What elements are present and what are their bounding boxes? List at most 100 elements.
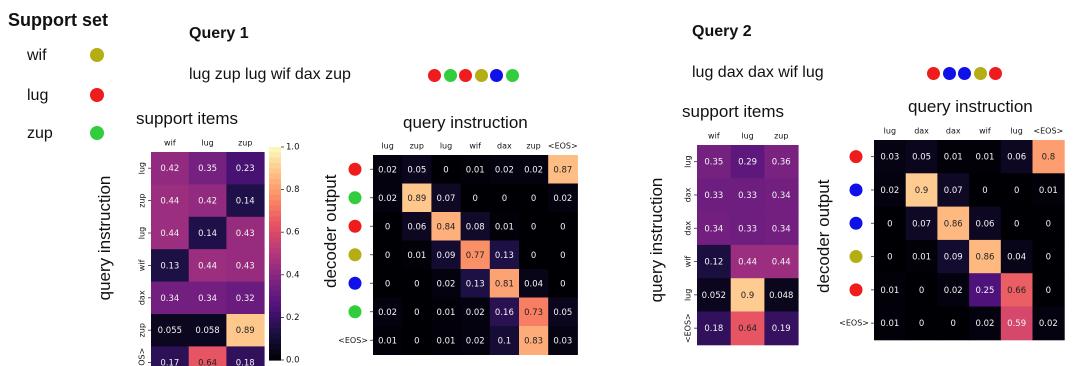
q2s-row-label: lug [684, 155, 693, 167]
q1s-cell [151, 152, 190, 185]
q2s-cell-label: 0.44 [738, 258, 757, 268]
q1q-cell-label: 0.1 [498, 336, 512, 346]
q1q-cell [373, 326, 403, 355]
colorbar-segment [269, 328, 281, 334]
q1q-cell [373, 183, 403, 213]
q1q-cell-label: 0 [443, 165, 448, 175]
q2q-cell [969, 206, 1002, 241]
q2q-cell-label: 0.86 [975, 253, 994, 263]
colorbar-segment [269, 333, 281, 340]
colorbar-segment [269, 194, 281, 201]
q1-query-map-title: query instruction [403, 113, 528, 132]
q1s-cell [188, 314, 227, 347]
q2s-cell [764, 278, 799, 312]
q2q-cell [905, 306, 938, 341]
q2-support-map-title: support items [682, 102, 785, 121]
colorbar-segment [269, 338, 281, 345]
q1q-cell [519, 297, 549, 327]
colorbar-segment [269, 322, 281, 329]
q1s-cell-label: 0.42 [160, 164, 179, 174]
q1s-cell-label: 0.42 [198, 197, 217, 207]
q1q-cell-label: 0.03 [553, 336, 572, 346]
q1q-col-label: <EOS> [548, 142, 578, 151]
q1q-row-dot [348, 248, 362, 262]
q2q-cell [937, 206, 970, 241]
colorbar-segment [269, 349, 281, 356]
q2q-cell [1000, 173, 1033, 208]
q2q-cell [937, 140, 970, 174]
colorbar-segment [269, 354, 281, 361]
q1s-cell [226, 249, 265, 283]
q2s-cell-label: 0.34 [772, 191, 791, 201]
q2s-cell [764, 211, 799, 246]
q1q-cell [373, 155, 403, 184]
query1-title: Query 1 [189, 25, 249, 42]
colorbar-segment [269, 147, 281, 153]
q1s-cell-label: 0.43 [236, 229, 255, 239]
q2q-cell-label: 0.01 [975, 153, 994, 163]
q2s-col-label: wif [708, 132, 720, 141]
q1q-cell-label: 0.02 [378, 308, 397, 318]
q2s-cell [697, 311, 732, 346]
q2s-cell [697, 278, 732, 312]
colorbar-tick-label: 0.0 [286, 356, 300, 366]
q1q-cell-label: 0 [531, 251, 536, 261]
q1-support-map-title: support items [136, 109, 239, 128]
colorbar-segment [269, 200, 281, 207]
q2s-row-label: lug [684, 289, 693, 301]
colorbar-segment [269, 168, 281, 175]
q1s-cell-label: 0.13 [160, 261, 179, 271]
q1s-cell [151, 184, 190, 218]
q1q-cell [431, 297, 462, 327]
q2q-cell-label: 0 [982, 186, 987, 196]
q1q-cell [460, 155, 491, 184]
q1s-cell [151, 249, 190, 283]
colorbar-segment [269, 274, 281, 281]
colorbar-segment [269, 210, 281, 217]
q1q-cell-label: 0 [502, 194, 507, 204]
q2q-cell [874, 306, 907, 341]
q1s-cell [188, 184, 227, 218]
q1q-cell-label: 0.89 [407, 194, 426, 204]
colorbar-segment [269, 296, 281, 303]
colorbar-segment [269, 232, 281, 239]
q1s-cell [226, 314, 265, 347]
q1q-cell-label: 0.73 [524, 308, 543, 318]
q2q-cell-label: 0.09 [944, 253, 963, 263]
q2q-col-label: lug [884, 127, 896, 136]
q2s-col-label: zup [774, 132, 788, 141]
q1q-cell-label: 0.01 [437, 336, 456, 346]
q1q-cell [431, 269, 462, 298]
q1q-cell-label: 0 [414, 308, 419, 318]
q1q-cell-label: 0.06 [407, 222, 426, 232]
q2q-cell [1000, 206, 1033, 241]
q1q-cell-label: 0.01 [437, 308, 456, 318]
q2s-cell [697, 145, 732, 179]
colorbar-segment [269, 173, 281, 180]
q1q-cell-label: 0.83 [524, 336, 543, 346]
q1s-cell [226, 281, 265, 315]
q1q-row-dot [348, 276, 362, 290]
q1s-cell-label: 0.35 [198, 164, 217, 174]
query2-output-dot-red [989, 67, 1002, 80]
q2s-row-label: <EOS> [684, 313, 693, 343]
q2q-cell-label: 0.25 [975, 286, 994, 296]
query1-output-dot-green [443, 69, 457, 82]
support-word-zup: zup [27, 125, 53, 142]
colorbar-tick-label: 1.0 [286, 143, 300, 153]
q1q-cell [402, 297, 432, 327]
q2-query-map-title: query instruction [908, 97, 1033, 116]
q1q-row-dot [348, 305, 362, 319]
colorbar-segment [269, 312, 281, 318]
q1q-cell [489, 212, 520, 241]
q1q-row-dot [348, 191, 362, 205]
q1q-cell-label: 0.02 [466, 336, 485, 346]
q2q-cell-label: 0.06 [975, 219, 994, 229]
q2s-cell-label: 0.048 [769, 291, 793, 301]
q2q-cell [969, 306, 1002, 341]
q1q-cell [373, 269, 403, 298]
q1q-cell [519, 240, 549, 270]
q1s-cell [188, 346, 227, 366]
q2q-cell-label: 0 [1046, 286, 1051, 296]
query2-title: Query 2 [692, 23, 752, 40]
